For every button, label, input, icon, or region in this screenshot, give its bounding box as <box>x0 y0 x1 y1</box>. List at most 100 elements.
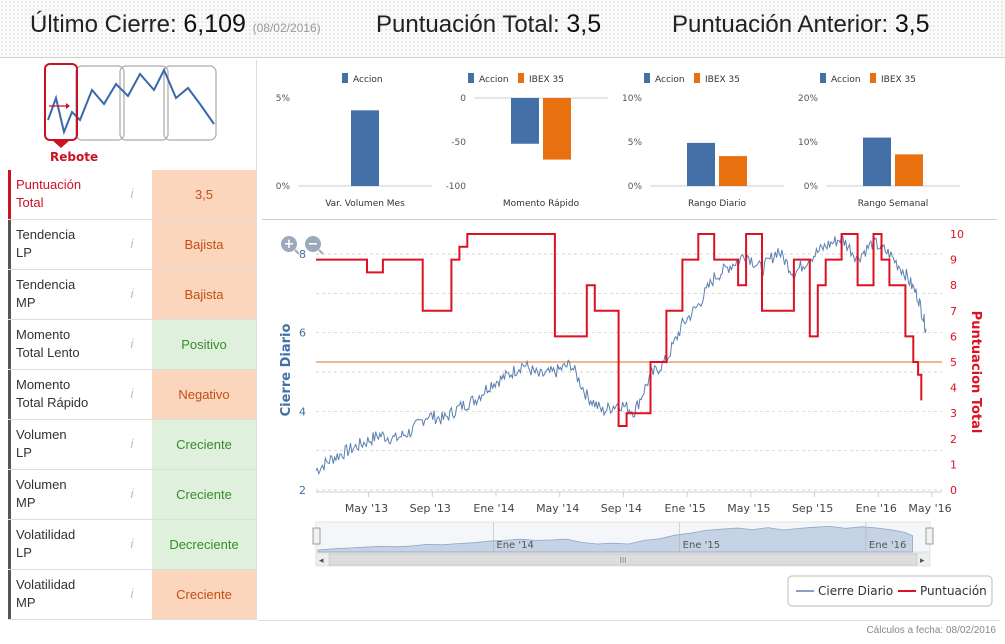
total-score-value: 3,5 <box>566 10 602 38</box>
y-axis-left: 2 4 6 8 <box>299 248 306 497</box>
y-right-tick: 9 <box>950 254 957 267</box>
info-icon[interactable]: i <box>130 586 134 601</box>
indicator-label-line-1: Momento <box>16 327 71 342</box>
legend-label: IBEX 35 <box>705 75 740 85</box>
legend-label: IBEX 35 <box>529 75 564 85</box>
y-left-tick: 4 <box>299 405 306 418</box>
y-right-tick: 7 <box>950 305 957 318</box>
info-icon[interactable]: i <box>130 286 134 301</box>
legend-swatch <box>870 73 876 83</box>
signal-pattern: Rebote <box>8 60 256 168</box>
info-icon[interactable]: i <box>130 336 134 351</box>
indicator-value: Creciente <box>152 420 256 469</box>
indicator-label-line-2: Total Lento <box>16 345 80 360</box>
info-icon[interactable]: i <box>130 536 134 551</box>
signal-label: Rebote <box>50 150 98 164</box>
zoom-in-button[interactable]: + <box>281 236 300 255</box>
bar-accion <box>511 98 539 144</box>
header-bar: Último Cierre: 6,109 (08/02/2016) Puntua… <box>0 0 1005 58</box>
indicator-label-line-1: Volatilidad <box>16 577 76 592</box>
y-tick-label: -50 <box>451 138 466 148</box>
section-divider <box>262 219 997 220</box>
y-tick-label: 0 <box>460 94 466 104</box>
series-line-cierre-diario <box>315 232 927 476</box>
mini-chart-title: Momento Rápido <box>503 199 580 209</box>
calculation-date: Cálculos a fecha: 08/02/2016 <box>866 625 996 636</box>
info-icon[interactable]: i <box>130 186 134 201</box>
indicator-value: Bajista <box>152 220 256 269</box>
info-icon[interactable]: i <box>130 486 134 501</box>
zoom-out-button[interactable]: − <box>305 236 324 255</box>
indicator-value: 3,5 <box>152 170 256 219</box>
y-right-tick: 1 <box>950 458 957 471</box>
range-navigator[interactable]: Ene '14 Ene '15 Ene '16 <box>312 521 934 553</box>
legend-label-cierre[interactable]: Cierre Diario <box>818 584 893 598</box>
navigator-labels: Ene '14 Ene '15 Ene '16 <box>493 522 906 552</box>
indicator-label: Volumen MP <box>8 470 118 519</box>
indicator-label-line-2: Total <box>16 195 44 210</box>
mini-chart-momentum: Accion IBEX 35 0 -50 -100 Momento Rápido <box>446 73 608 209</box>
y-tick-label: -100 <box>446 182 467 192</box>
y-tick-label: 20% <box>798 94 818 104</box>
legend-label-puntuacion[interactable]: Puntuación <box>920 584 987 598</box>
bar-ibex <box>895 154 923 186</box>
indicator-value: Negativo <box>152 370 256 419</box>
navigator-handle-right[interactable] <box>925 527 934 545</box>
zoom-out-icon: − <box>308 237 319 252</box>
indicator-label: Momento Total Rápido <box>8 370 118 419</box>
x-tick-label: May '15 <box>727 502 770 515</box>
info-icon[interactable]: i <box>130 236 134 251</box>
info-icon[interactable]: i <box>130 386 134 401</box>
last-close-date: (08/02/2016) <box>252 21 321 35</box>
indicator-value: Creciente <box>152 570 256 619</box>
scroll-right-icon[interactable]: ▸ <box>920 556 925 566</box>
y-tick-label: 5% <box>276 94 291 104</box>
mini-chart-title: Rango Semanal <box>858 199 929 209</box>
scrollbar-thumb[interactable] <box>328 553 918 566</box>
last-close-value: 6,109 <box>183 10 246 38</box>
indicator-label: Volatilidad MP <box>8 570 118 619</box>
y-left-tick: 2 <box>299 484 306 497</box>
indicator-row: Volatilidad MP i Creciente <box>8 570 256 620</box>
indicator-label: Momento Total Lento <box>8 320 118 369</box>
y-left-tick: 8 <box>299 248 306 261</box>
indicator-row: Momento Total Rápido i Negativo <box>8 370 256 420</box>
main-chart: + − 2 4 6 8 0 1 2 3 4 5 6 7 8 9 10 May '13 Sep '13 Ene … <box>262 222 997 620</box>
indicator-label-line-1: Volumen <box>16 477 67 492</box>
y-right-tick: 6 <box>950 330 957 343</box>
legend-label: Accion <box>353 75 383 85</box>
navigator-handle-left[interactable] <box>312 527 321 545</box>
legend-label: Accion <box>831 75 861 85</box>
x-tick-label: Sep '13 <box>410 502 451 515</box>
navigator-label: Ene '15 <box>683 540 720 551</box>
indicator-label: Tendencia LP <box>8 220 118 269</box>
x-axis: May '13 Sep '13 Ene '14 May '14 Sep '14 Ene '… <box>345 492 952 515</box>
mini-chart-volume: Accion 0% 5% Var. Volumen Mes <box>276 73 432 209</box>
indicator-label-line-1: Momento <box>16 377 71 392</box>
scrollbar-grip-icon: III <box>619 556 626 565</box>
y-tick-label: 10% <box>622 94 642 104</box>
mini-chart-weekly-range: Accion IBEX 35 0% 10% 20% Rango Semanal <box>798 73 960 209</box>
info-icon[interactable]: i <box>130 436 134 451</box>
scroll-left-icon[interactable]: ◂ <box>319 556 324 566</box>
y-tick-label: 0% <box>804 182 819 192</box>
indicator-label-line-2: LP <box>16 545 32 560</box>
indicator-label-line-2: MP <box>16 495 36 510</box>
price-score-chart: + − 2 4 6 8 0 1 2 3 4 5 6 7 8 9 10 May '13 Sep '13 Ene … <box>279 228 993 607</box>
legend-label: IBEX 35 <box>881 75 916 85</box>
previous-score-label: Puntuación Anterior: <box>672 11 889 38</box>
y-axis-left-title: Cierre Diario <box>279 324 294 417</box>
indicator-label-line-1: Puntuación <box>16 177 82 192</box>
indicator-label: Volatilidad LP <box>8 520 118 569</box>
total-score-label: Puntuación Total: <box>376 11 560 38</box>
x-tick-label: Ene '14 <box>473 502 514 515</box>
chart-legend: Cierre Diario Puntuación <box>787 575 993 607</box>
indicator-row: Volatilidad LP i Decreciente <box>8 520 256 570</box>
scrollbar[interactable]: ◂ ▸ III <box>315 552 931 567</box>
indicator-label-line-2: LP <box>16 445 32 460</box>
legend-label: Accion <box>479 75 509 85</box>
mini-chart-title: Var. Volumen Mes <box>325 199 405 209</box>
indicator-row: Volumen LP i Creciente <box>8 420 256 470</box>
x-tick-label: May '16 <box>908 502 951 515</box>
y-right-tick: 8 <box>950 279 957 292</box>
